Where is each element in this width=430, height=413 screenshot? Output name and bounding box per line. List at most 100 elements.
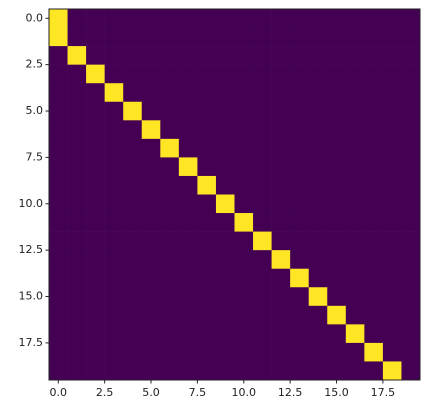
- cell: [215, 83, 235, 103]
- cell: [86, 120, 105, 140]
- x-tick-label: 7.5: [189, 386, 207, 399]
- cell: [382, 361, 402, 381]
- y-tick-label: 17.5: [19, 336, 44, 349]
- cell: [253, 120, 272, 140]
- cell: [364, 157, 384, 177]
- cell: [178, 9, 198, 28]
- cell: [86, 175, 105, 195]
- cell: [327, 120, 347, 140]
- cell: [197, 83, 217, 103]
- cell: [253, 361, 272, 381]
- cell: [178, 250, 198, 269]
- cell: [141, 157, 161, 177]
- cell: [401, 83, 421, 103]
- cell: [178, 64, 198, 84]
- cell: [290, 324, 309, 344]
- cell: [123, 361, 143, 381]
- cell: [290, 64, 309, 84]
- cell: [197, 157, 217, 177]
- cell: [308, 305, 328, 325]
- cell: [49, 194, 68, 214]
- cell: [290, 231, 309, 251]
- cell: [327, 324, 347, 344]
- cell: [308, 64, 328, 84]
- cell: [141, 268, 161, 288]
- cell: [160, 361, 180, 381]
- cell: [364, 27, 384, 47]
- x-tick-label: 5.0: [142, 386, 160, 399]
- cell: [197, 361, 217, 381]
- cell: [67, 120, 87, 140]
- cell: [123, 194, 143, 214]
- cell: [160, 342, 180, 362]
- x-tick-label: 17.5: [371, 386, 396, 399]
- cell: [49, 342, 68, 362]
- cell: [327, 342, 347, 362]
- cell: [271, 83, 291, 103]
- cell: [345, 268, 365, 288]
- cell: [104, 361, 124, 381]
- cell: [401, 46, 421, 65]
- cell: [290, 213, 309, 232]
- cell: [104, 213, 124, 232]
- x-tick-label: 0.0: [50, 386, 68, 399]
- cell: [215, 175, 235, 195]
- cell: [178, 175, 198, 195]
- cell: [271, 27, 291, 47]
- y-tick-label: 0.0: [26, 11, 44, 24]
- cell: [160, 101, 180, 121]
- cell: [141, 83, 161, 103]
- cell: [253, 64, 272, 84]
- cell: [197, 305, 217, 325]
- cell: [49, 250, 68, 269]
- cell: [382, 231, 402, 251]
- cell: [327, 83, 347, 103]
- cell: [123, 305, 143, 325]
- cell: [308, 27, 328, 47]
- cell: [327, 268, 347, 288]
- cell: [215, 361, 235, 381]
- cell: [345, 361, 365, 381]
- cell: [345, 157, 365, 177]
- cell: [123, 64, 143, 84]
- cell: [86, 268, 105, 288]
- y-tick-label: 10.0: [19, 197, 44, 210]
- cell: [123, 157, 143, 177]
- cell: [234, 101, 254, 121]
- cell: [290, 194, 309, 214]
- cell: [178, 157, 198, 177]
- cell: [253, 305, 272, 325]
- y-tick-label: 12.5: [19, 243, 44, 256]
- cell: [123, 175, 143, 195]
- y-tick-label: 2.5: [26, 58, 44, 71]
- cell: [141, 324, 161, 344]
- cell: [308, 287, 328, 307]
- cell: [253, 231, 272, 251]
- cell: [327, 231, 347, 251]
- cell: [364, 120, 384, 140]
- cell: [308, 101, 328, 121]
- cell: [49, 287, 68, 307]
- cell: [215, 287, 235, 307]
- cell: [234, 175, 254, 195]
- cell: [364, 250, 384, 269]
- cell: [104, 27, 124, 47]
- cell: [234, 46, 254, 65]
- cell: [401, 27, 421, 47]
- cell: [178, 101, 198, 121]
- cell: [382, 268, 402, 288]
- cell: [382, 46, 402, 65]
- cell: [197, 342, 217, 362]
- cell: [141, 287, 161, 307]
- cell: [86, 138, 105, 158]
- cell: [160, 324, 180, 344]
- cell: [123, 231, 143, 251]
- cell: [327, 27, 347, 47]
- cell: [67, 250, 87, 269]
- cell: [104, 342, 124, 362]
- cell: [86, 64, 105, 84]
- cell: [364, 324, 384, 344]
- cell: [253, 268, 272, 288]
- cell: [234, 83, 254, 103]
- cell: [345, 83, 365, 103]
